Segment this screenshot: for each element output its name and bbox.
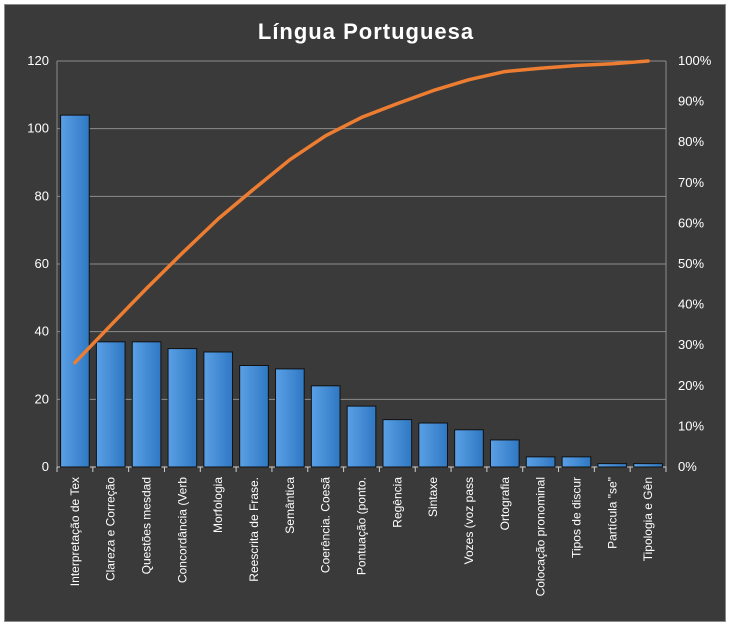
x-category-label: Vozes (voz pass	[462, 477, 476, 564]
bar	[239, 365, 269, 468]
x-category-label: Sintaxe	[426, 477, 440, 517]
bar	[203, 351, 234, 468]
y-left-tick-label: 0	[42, 459, 49, 474]
x-category-label: Colocação pronominal	[534, 477, 548, 596]
bar	[597, 463, 628, 468]
x-category-label: Concordância (Verb	[175, 477, 189, 583]
y-right-tick-label: 20%	[678, 378, 704, 393]
bar	[525, 456, 556, 468]
y-left-tick-label: 120	[27, 53, 49, 68]
y-left-tick-label: 80	[35, 188, 49, 203]
x-category-label: Ortografia	[498, 477, 512, 531]
x-category-label: Semântica	[283, 477, 297, 534]
bar	[167, 348, 198, 468]
x-category-label: Coerência. Coesã	[319, 477, 333, 573]
bar	[454, 429, 484, 468]
pareto-chart: 0 20 40 60 80 100 120 0% 10% 20% 30% 40% 50% 60% 70% 80…	[27, 53, 712, 596]
bar	[489, 439, 520, 468]
chart-title: Língua Portuguesa	[257, 19, 475, 44]
y-left-tick-label: 100	[27, 121, 49, 136]
x-category-label: Partícula "se"	[605, 477, 619, 549]
cumulative-line	[73, 59, 650, 365]
bar	[418, 422, 448, 468]
bar	[95, 341, 126, 468]
x-category-label: Morfologia	[211, 477, 225, 533]
x-category-label: Regência	[390, 477, 404, 528]
y-right-tick-label: 100%	[678, 53, 712, 68]
bar	[275, 368, 305, 468]
y-left-tick-label: 40	[35, 324, 49, 339]
y-right-tick-label: 0%	[678, 459, 697, 474]
x-category-label: Interpretação de Tex	[68, 477, 82, 586]
x-category-label: Tipos de discur	[569, 477, 583, 558]
bar	[346, 405, 377, 468]
x-category-label: Questões mesdad	[140, 477, 154, 574]
bar	[131, 341, 162, 468]
y-right-tick-label: 10%	[678, 418, 704, 433]
y-right-tick-label: 90%	[678, 94, 704, 109]
x-category-label: Tipologia e Gên	[641, 477, 655, 561]
y-right-tick-label: 40%	[678, 297, 704, 312]
bar	[561, 456, 592, 468]
y-right-tick-label: 60%	[678, 215, 704, 230]
x-category-label: Reescrita de Frase.	[247, 477, 261, 582]
y-right-tick-label: 80%	[678, 134, 704, 149]
y-left-tick-label: 20	[35, 391, 49, 406]
bar	[60, 114, 90, 468]
y-right-tick-label: 50%	[678, 256, 704, 271]
x-category-label: Clareza e Correção	[104, 477, 118, 581]
chart-frame: Língua Portuguesa 0 20 40 60 80 100 120 0% 10% 20…	[4, 4, 726, 622]
x-category-label: Pontuação (ponto.	[355, 477, 369, 575]
bar	[633, 463, 663, 468]
y-left-tick-label: 60	[35, 256, 49, 271]
bar	[382, 419, 413, 468]
y-right-tick-label: 30%	[678, 337, 704, 352]
y-right-tick-label: 70%	[678, 175, 704, 190]
bar	[310, 385, 341, 468]
